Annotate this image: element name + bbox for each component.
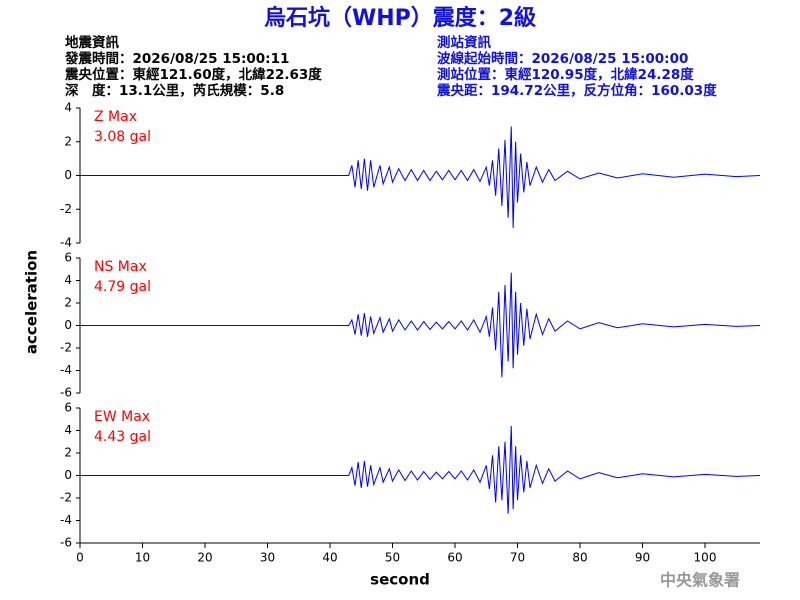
max-label: 3.08 gal — [94, 129, 151, 145]
y-tick-label: 0 — [64, 168, 72, 182]
waveform — [80, 425, 761, 514]
y-axis-label: acceleration — [23, 250, 41, 354]
y-tick-label: -4 — [60, 236, 72, 250]
x-tick-label: 80 — [572, 551, 587, 565]
y-tick-label: 6 — [64, 401, 72, 415]
max-label: 4.79 gal — [94, 279, 151, 295]
info-text: 震央距：194.72公里，反方位角：160.03度 — [436, 82, 717, 99]
x-tick-label: 30 — [260, 551, 275, 565]
waveform — [80, 272, 761, 378]
info-text: 波線起始時間：2026/08/25 15:00:00 — [437, 50, 688, 67]
y-tick-label: 4 — [64, 273, 72, 287]
y-tick-label: 2 — [64, 446, 72, 460]
y-tick-label: -2 — [60, 341, 72, 355]
y-tick-label: -4 — [60, 513, 72, 527]
info-text: 震央位置：東經121.60度，北緯22.63度 — [64, 66, 322, 83]
y-tick-label: 4 — [64, 423, 72, 437]
footer: 中央氣象署 — [660, 571, 740, 590]
x-tick-label: 100 — [694, 551, 717, 565]
max-label: 4.43 gal — [94, 429, 151, 445]
x-tick-label: 70 — [510, 551, 525, 565]
x-tick-label: 50 — [385, 551, 400, 565]
info-text: 深 度：13.1公里，芮氏規模：5.8 — [65, 82, 284, 99]
x-tick-label: 20 — [197, 551, 212, 565]
y-tick-label: 0 — [64, 318, 72, 332]
y-tick-label: -6 — [60, 386, 72, 400]
x-tick-label: 0 — [76, 551, 84, 565]
channel-label: Z Max — [94, 109, 137, 125]
y-tick-label: -2 — [60, 202, 72, 216]
channel-label: EW Max — [94, 409, 150, 425]
x-tick-label: 60 — [447, 551, 462, 565]
chart-title: 烏石坑（WHP）震度：2級 — [264, 5, 536, 31]
x-axis-label: second — [370, 571, 430, 589]
y-tick-label: 2 — [64, 296, 72, 310]
waveform — [80, 126, 761, 228]
y-tick-label: -4 — [60, 363, 72, 377]
y-tick-label: -6 — [60, 536, 72, 550]
y-tick-label: 6 — [64, 251, 72, 265]
info-text: 測站資訊 — [437, 34, 491, 51]
y-tick-label: 2 — [64, 134, 72, 148]
x-tick-label: 10 — [135, 551, 150, 565]
info-text: 測站位置：東經120.95度，北緯24.28度 — [437, 66, 694, 83]
channel-label: NS Max — [94, 259, 147, 275]
y-tick-label: -2 — [60, 491, 72, 505]
info-text: 發震時間：2026/08/25 15:00:11 — [64, 50, 289, 67]
y-tick-label: 4 — [64, 101, 72, 115]
x-tick-label: 90 — [635, 551, 650, 565]
y-tick-label: 0 — [64, 468, 72, 482]
x-tick-label: 40 — [322, 551, 337, 565]
info-text: 地震資訊 — [65, 34, 119, 51]
